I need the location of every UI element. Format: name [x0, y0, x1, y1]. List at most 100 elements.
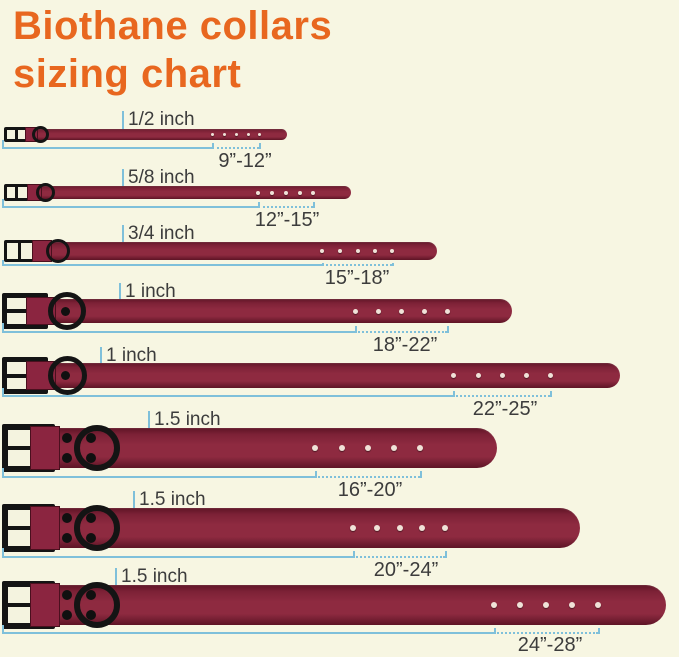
punch-hole: [311, 190, 315, 195]
punch-hole: [517, 602, 523, 608]
punch-hole: [444, 308, 450, 314]
bracket-end-tick: [259, 143, 261, 149]
bracket-dotted-line: [355, 331, 447, 333]
buckle-prong: [8, 526, 49, 530]
rivet: [86, 433, 96, 443]
strap-fold: [30, 426, 60, 470]
bracket-start-tick: [453, 391, 455, 397]
punch-hole: [523, 373, 529, 378]
punch-hole: [256, 190, 260, 195]
bracket-dotted-line: [453, 395, 550, 397]
bracket-end-tick: [550, 391, 552, 397]
rivet: [62, 513, 72, 523]
punch-hole: [391, 445, 397, 451]
bracket-start-tick: [355, 326, 357, 333]
punch-hole: [417, 445, 423, 451]
bracket-end-tick: [392, 263, 394, 266]
collar-strap: [4, 242, 437, 260]
d-ring: [32, 126, 49, 143]
buckle-prong: [15, 130, 18, 139]
punch-hole: [352, 308, 358, 314]
punch-hole: [543, 602, 549, 608]
punch-hole: [569, 602, 575, 608]
punch-hole: [234, 133, 238, 136]
punch-hole: [547, 373, 553, 378]
width-tick-line: [122, 111, 124, 140]
d-ring: [74, 425, 120, 471]
buckle-prong: [18, 243, 21, 259]
size-range-label: 22”-25”: [472, 398, 538, 420]
punch-hole: [375, 308, 381, 314]
title-line-1: Biothane collars: [13, 4, 333, 48]
bracket-end-tick: [420, 471, 422, 478]
bracket-dotted-line: [212, 147, 259, 149]
punch-hole: [419, 525, 425, 531]
rivet: [62, 590, 72, 600]
rivet: [86, 590, 96, 600]
bracket-dotted-line: [353, 556, 445, 558]
punch-hole: [338, 249, 342, 253]
size-range-label: 12”-15”: [254, 209, 320, 231]
punch-hole: [499, 373, 505, 378]
punch-hole: [390, 249, 394, 253]
rivet: [86, 533, 96, 543]
d-ring: [48, 356, 87, 395]
width-label: 1/2 inch: [128, 109, 195, 130]
width-tick-line: [122, 169, 124, 199]
size-range-label: 16”-20”: [337, 479, 403, 501]
rivet: [86, 513, 96, 523]
bracket-start-tick: [494, 628, 496, 634]
d-ring: [74, 582, 120, 628]
page-title: Biothane collars sizing chart: [13, 2, 332, 98]
punch-hole: [356, 249, 360, 253]
width-label: 1 inch: [125, 281, 176, 302]
bracket-start-tick: [212, 143, 214, 149]
width-label: 1.5 inch: [121, 566, 188, 587]
width-label: 3/4 inch: [128, 223, 195, 244]
punch-hole: [350, 525, 356, 531]
d-ring: [48, 292, 86, 330]
rivet: [60, 371, 70, 380]
punch-hole: [320, 249, 324, 253]
bracket-dotted-line: [494, 632, 598, 634]
rivet: [86, 610, 96, 620]
collar-strap: [4, 299, 512, 323]
bracket-left-tick: [2, 548, 4, 558]
rivet: [62, 453, 72, 463]
punch-hole: [421, 308, 427, 314]
bracket-start-tick: [258, 202, 260, 208]
collar-strap: [4, 363, 620, 388]
bracket-solid-line: [2, 395, 453, 397]
collar-strap: [4, 186, 351, 199]
size-range-label: 20”-24”: [373, 559, 439, 581]
bracket-solid-line: [2, 556, 353, 558]
buckle-prong: [7, 309, 43, 313]
rivet: [86, 453, 96, 463]
bracket-left-tick: [2, 323, 4, 333]
punch-hole: [491, 602, 497, 608]
punch-hole: [475, 373, 481, 378]
bracket-dotted-line: [315, 476, 420, 478]
punch-hole: [210, 133, 214, 136]
rivet: [62, 610, 72, 620]
rivet: [62, 433, 72, 443]
title-line-2: sizing chart: [13, 52, 242, 96]
buckle-prong: [15, 187, 18, 198]
bracket-start-tick: [353, 551, 355, 558]
strap-fold: [30, 583, 60, 627]
punch-hole: [398, 308, 404, 314]
bracket-start-tick: [315, 471, 317, 478]
d-ring: [74, 505, 120, 551]
rivet: [60, 306, 70, 316]
d-ring: [46, 239, 70, 263]
bracket-solid-line: [2, 476, 315, 478]
bracket-solid-line: [2, 147, 212, 149]
punch-hole: [339, 445, 345, 451]
bracket-solid-line: [2, 331, 355, 333]
punch-hole: [450, 373, 456, 378]
punch-hole: [374, 525, 380, 531]
size-range-label: 24”-28”: [517, 634, 583, 656]
width-label: 5/8 inch: [128, 167, 195, 188]
